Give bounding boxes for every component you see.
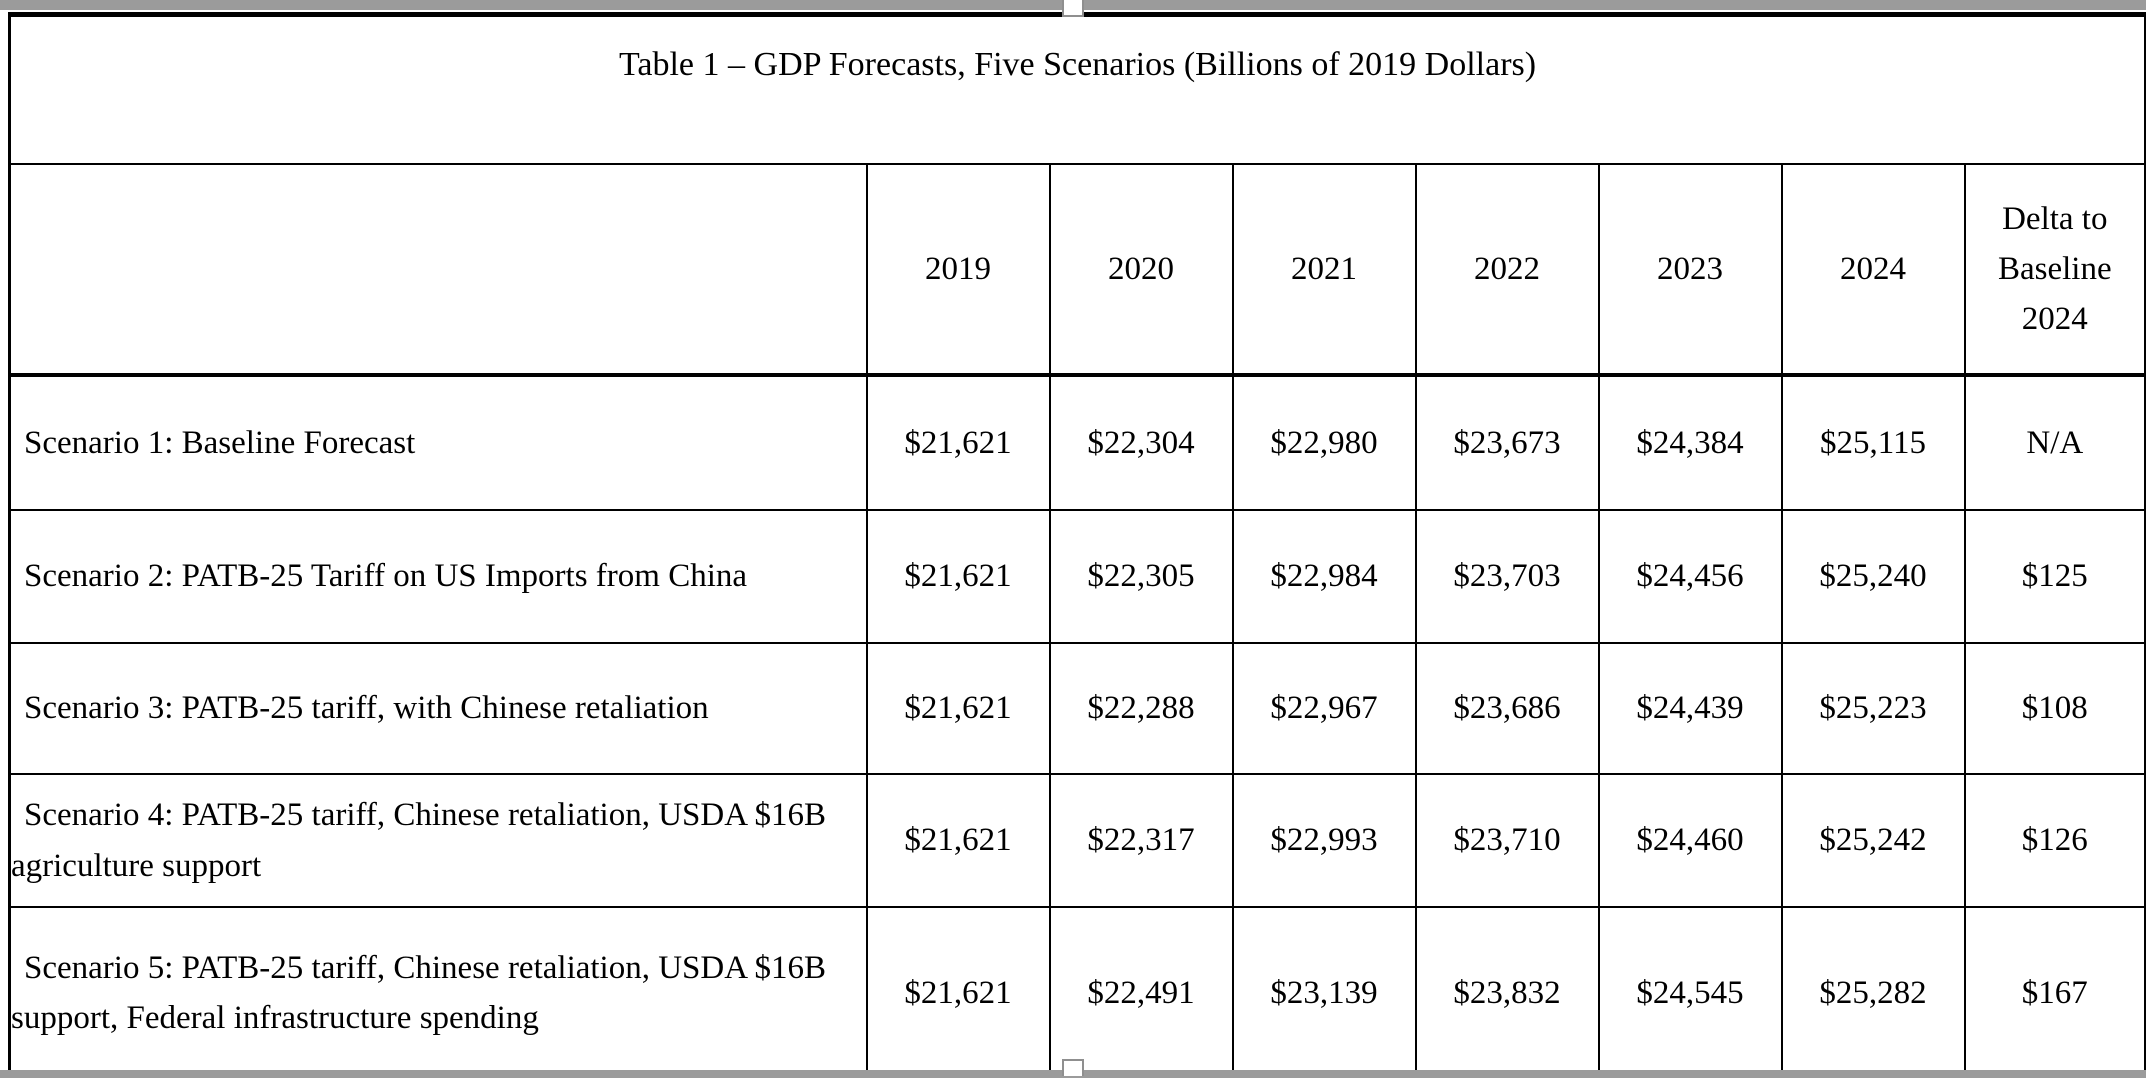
scenario-4-2019[interactable]: $21,621 xyxy=(865,773,1051,908)
table-row-scenario-4: Scenario 4: PATB-25 tariff, Chinese reta… xyxy=(8,773,2146,908)
header-2023[interactable]: 2023 xyxy=(1597,163,1783,377)
scenario-4-2020[interactable]: $22,317 xyxy=(1048,773,1234,908)
header-2020[interactable]: 2020 xyxy=(1048,163,1234,377)
scenario-1-2020[interactable]: $22,304 xyxy=(1048,374,1234,511)
table-title-row: Table 1 – GDP Forecasts, Five Scenarios … xyxy=(8,13,2146,165)
scenario-4-2022[interactable]: $23,710 xyxy=(1414,773,1600,908)
scenario-5-2022[interactable]: $23,832 xyxy=(1414,906,1600,1078)
header-2019[interactable]: 2019 xyxy=(865,163,1051,377)
scenario-3-2023[interactable]: $24,439 xyxy=(1597,642,1783,775)
table-resize-handle-bottom[interactable] xyxy=(1062,1059,1084,1076)
table-row-scenario-5: Scenario 5: PATB-25 tariff, Chinese reta… xyxy=(8,906,2146,1078)
scenario-4-2021[interactable]: $22,993 xyxy=(1231,773,1417,908)
header-2021[interactable]: 2021 xyxy=(1231,163,1417,377)
scenario-5-2020[interactable]: $22,491 xyxy=(1048,906,1234,1078)
scenario-5-label[interactable]: Scenario 5: PATB-25 tariff, Chinese reta… xyxy=(8,906,868,1078)
scenario-1-delta[interactable]: N/A xyxy=(1963,374,2146,511)
table-header-row: 2019 2020 2021 2022 2023 2024 Delta to B… xyxy=(8,163,2146,377)
scenario-3-2020[interactable]: $22,288 xyxy=(1048,642,1234,775)
scenario-2-2024[interactable]: $25,240 xyxy=(1780,509,1966,644)
header-2024[interactable]: 2024 xyxy=(1780,163,1966,377)
scenario-3-2022[interactable]: $23,686 xyxy=(1414,642,1600,775)
scenario-2-delta[interactable]: $125 xyxy=(1963,509,2146,644)
scenario-2-2019[interactable]: $21,621 xyxy=(865,509,1051,644)
scenario-1-2019[interactable]: $21,621 xyxy=(865,374,1051,511)
scenario-2-2023[interactable]: $24,456 xyxy=(1597,509,1783,644)
scenario-3-2021[interactable]: $22,967 xyxy=(1231,642,1417,775)
scenario-3-2019[interactable]: $21,621 xyxy=(865,642,1051,775)
scenario-1-2021[interactable]: $22,980 xyxy=(1231,374,1417,511)
scenario-5-2024[interactable]: $25,282 xyxy=(1780,906,1966,1078)
table-row-scenario-2: Scenario 2: PATB-25 Tariff on US Imports… xyxy=(8,509,2146,644)
scenario-1-2023[interactable]: $24,384 xyxy=(1597,374,1783,511)
scenario-4-2024[interactable]: $25,242 xyxy=(1780,773,1966,908)
scenario-1-2022[interactable]: $23,673 xyxy=(1414,374,1600,511)
scenario-1-label[interactable]: Scenario 1: Baseline Forecast xyxy=(8,374,868,511)
header-delta-to-baseline[interactable]: Delta to Baseline 2024 xyxy=(1963,163,2146,377)
scenario-3-delta[interactable]: $108 xyxy=(1963,642,2146,775)
scenario-3-label[interactable]: Scenario 3: PATB-25 tariff, with Chinese… xyxy=(8,642,868,775)
scenario-4-label[interactable]: Scenario 4: PATB-25 tariff, Chinese reta… xyxy=(8,773,868,908)
scenario-2-label[interactable]: Scenario 2: PATB-25 Tariff on US Imports… xyxy=(8,509,868,644)
scenario-4-delta[interactable]: $126 xyxy=(1963,773,2146,908)
scenario-4-2023[interactable]: $24,460 xyxy=(1597,773,1783,908)
header-2022[interactable]: 2022 xyxy=(1414,163,1600,377)
table-resize-handle-top[interactable] xyxy=(1062,0,1084,17)
table-title[interactable]: Table 1 – GDP Forecasts, Five Scenarios … xyxy=(8,13,2146,165)
scenario-5-2023[interactable]: $24,545 xyxy=(1597,906,1783,1078)
scenario-2-2022[interactable]: $23,703 xyxy=(1414,509,1600,644)
scenario-5-2021[interactable]: $23,139 xyxy=(1231,906,1417,1078)
header-empty-cell[interactable] xyxy=(8,163,868,377)
scenario-5-delta[interactable]: $167 xyxy=(1963,906,2146,1078)
table-row-scenario-3: Scenario 3: PATB-25 tariff, with Chinese… xyxy=(8,642,2146,775)
scenario-3-2024[interactable]: $25,223 xyxy=(1780,642,1966,775)
table-row-scenario-1: Scenario 1: Baseline Forecast $21,621 $2… xyxy=(8,374,2146,511)
gdp-forecast-table[interactable]: Table 1 – GDP Forecasts, Five Scenarios … xyxy=(8,12,2146,1078)
scenario-5-2019[interactable]: $21,621 xyxy=(865,906,1051,1078)
scenario-2-2021[interactable]: $22,984 xyxy=(1231,509,1417,644)
scenario-2-2020[interactable]: $22,305 xyxy=(1048,509,1234,644)
scenario-1-2024[interactable]: $25,115 xyxy=(1780,374,1966,511)
